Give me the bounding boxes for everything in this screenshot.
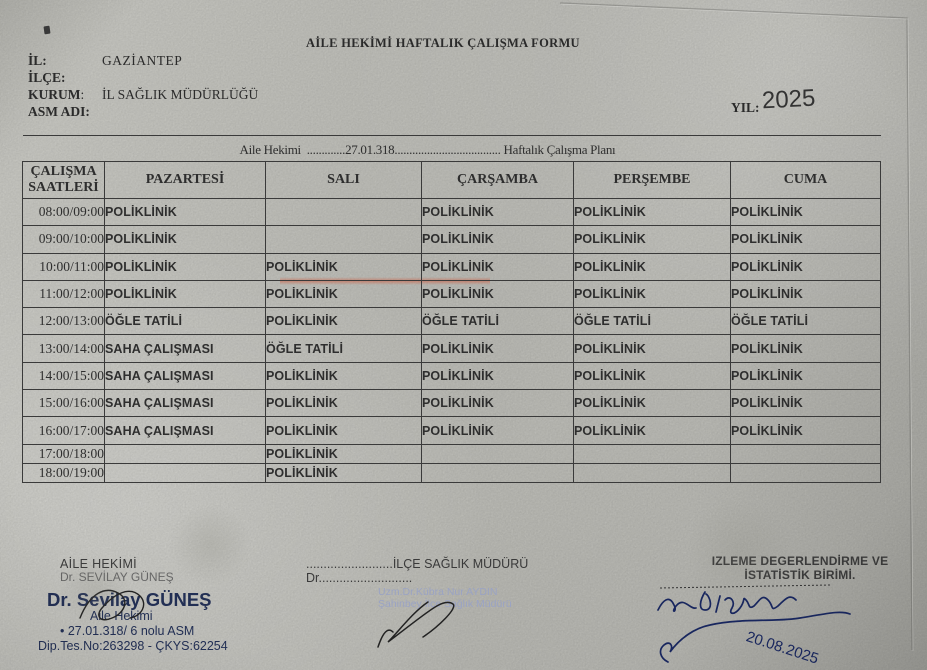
svg-text:20.08.2025: 20.08.2025 [744, 628, 821, 667]
